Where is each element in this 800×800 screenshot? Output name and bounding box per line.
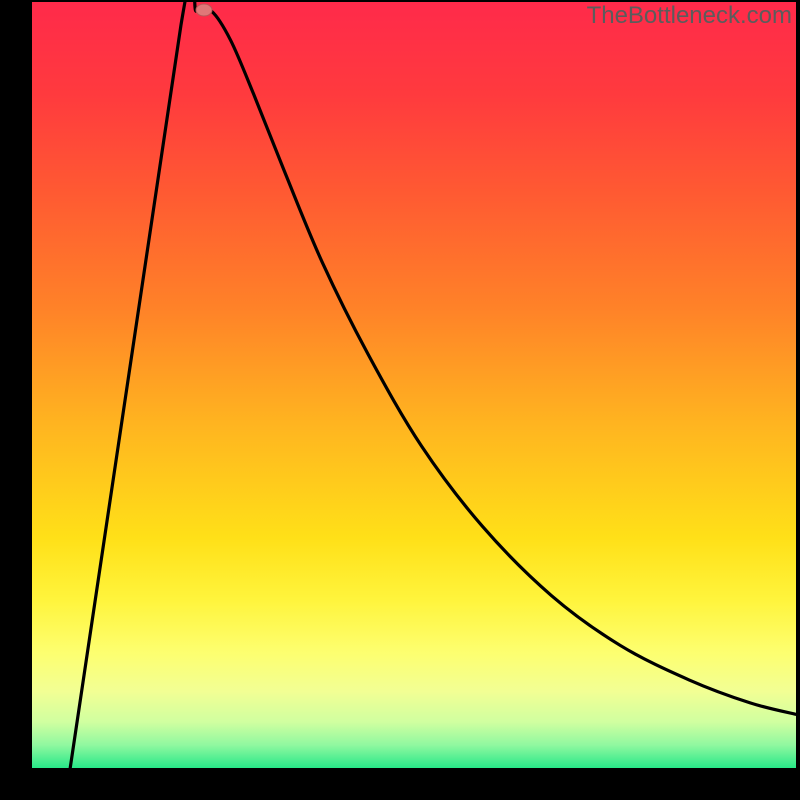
watermark-text: TheBottleneck.com [587, 2, 792, 30]
frame-left [0, 0, 32, 800]
plot-area [32, 2, 796, 768]
frame-bottom [0, 768, 800, 800]
frame-right [796, 0, 800, 800]
bottleneck-curve [32, 2, 796, 768]
curve-path [70, 2, 796, 768]
minimum-marker [195, 3, 212, 16]
chart-container: TheBottleneck.com [0, 0, 800, 800]
